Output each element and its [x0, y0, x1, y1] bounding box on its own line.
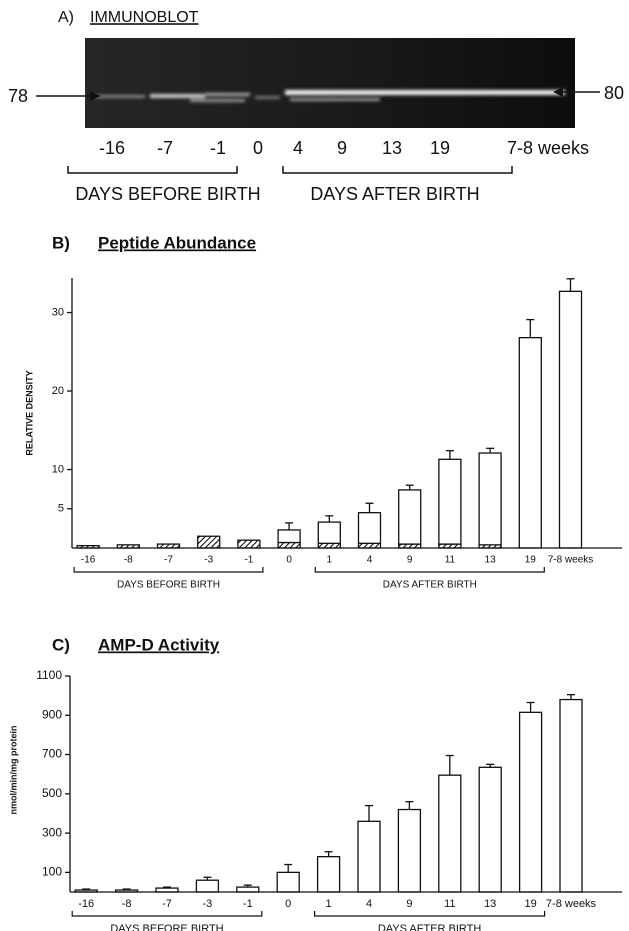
bar: [438, 458, 462, 545]
bar: [357, 820, 381, 893]
panel-letter: B): [52, 233, 70, 252]
bar: [236, 886, 260, 893]
x-tick-label: 7-8 weeks: [548, 555, 594, 566]
x-tick-label: 13: [484, 898, 496, 910]
x-tick-label: 1: [326, 898, 332, 910]
x-tick-label: 4: [366, 898, 372, 910]
right-marker: 80: [604, 83, 624, 103]
lane-label: 4: [293, 138, 303, 158]
chart-title: Peptide Abundance: [98, 233, 256, 252]
x-tick-label: 19: [525, 555, 537, 566]
group-label: DAYS AFTER BIRTH: [378, 923, 482, 931]
arrow-head: [553, 87, 563, 97]
group-bracket: [314, 567, 545, 573]
immunoblot-panel: A) IMMUNOBLOT 78 80: [8, 9, 624, 174]
x-tick-label: 9: [407, 555, 413, 566]
group-bracket: [73, 567, 264, 573]
arrow-head: [90, 91, 100, 101]
bar: [397, 808, 422, 893]
group-bracket: [314, 911, 546, 917]
y-tick-label: 100: [42, 865, 62, 879]
group-label: DAYS AFTER BIRTH: [310, 184, 479, 204]
x-tick-label: 19: [524, 898, 536, 910]
bar: [277, 529, 301, 544]
y-tick-label: 700: [42, 747, 62, 761]
bar: [197, 535, 221, 549]
bar: [357, 512, 382, 544]
y-axis-label: RELATIVE DENSITY: [24, 370, 34, 455]
lane-label: 9: [337, 138, 347, 158]
group-label: DAYS BEFORE BIRTH: [75, 184, 260, 204]
x-tick-label: 0: [286, 555, 292, 566]
x-tick-label: 11: [445, 555, 456, 566]
y-tick-label: 10: [52, 463, 64, 475]
lane-label: -7: [157, 138, 173, 158]
bar: [438, 774, 462, 893]
y-tick-label: 900: [42, 707, 62, 721]
x-tick-label: 13: [485, 555, 497, 566]
bar: [195, 879, 220, 893]
y-tick-label: 300: [42, 825, 62, 839]
y-tick-label: 30: [52, 306, 64, 318]
bar: [518, 337, 542, 549]
panel-letter: C): [52, 635, 70, 654]
bar: [478, 452, 502, 546]
panel-title: IMMUNOBLOT: [90, 9, 199, 26]
bar: [317, 542, 341, 549]
lane-label: -16: [99, 138, 125, 158]
x-tick-label: 4: [367, 555, 373, 566]
left-marker: 78: [8, 86, 28, 106]
blot-bands: [95, 90, 565, 102]
x-tick-label: -3: [204, 555, 213, 566]
bar: [316, 856, 341, 893]
bar: [559, 698, 583, 893]
x-tick-label: 11: [444, 898, 455, 910]
bar: [478, 766, 502, 893]
lane-label: 13: [382, 138, 402, 158]
x-tick-label: -16: [78, 898, 94, 910]
bar: [317, 521, 341, 544]
group-label: DAYS AFTER BIRTH: [383, 580, 477, 591]
group-label: DAYS BEFORE BIRTH: [110, 923, 223, 931]
panel-letter: A): [58, 9, 74, 26]
y-tick-label: 1100: [36, 668, 62, 682]
chart-title: AMP-D Activity: [98, 635, 220, 654]
x-tick-label: -3: [203, 898, 213, 910]
bar: [398, 489, 422, 545]
lane-label: -1: [210, 138, 226, 158]
bar: [276, 871, 300, 893]
x-tick-label: 0: [285, 898, 291, 910]
lane-label: 7-8 weeks: [507, 138, 589, 158]
blot-image: [85, 38, 575, 128]
y-axis-label: nmol/min/mg protein: [8, 726, 18, 815]
y-tick-label: 500: [42, 786, 62, 800]
lane-label: 19: [430, 138, 450, 158]
x-tick-label: -8: [122, 898, 132, 910]
x-tick-label: 7-8 weeks: [546, 898, 597, 910]
x-tick-label: 1: [327, 555, 333, 566]
group-bracket: [71, 911, 263, 917]
x-tick-label: -8: [124, 555, 133, 566]
bar: [518, 711, 543, 893]
group-bracket: [67, 166, 513, 174]
bar: [277, 541, 301, 549]
x-tick-label: 9: [406, 898, 412, 910]
x-tick-label: -7: [164, 555, 173, 566]
group-label: DAYS BEFORE BIRTH: [117, 580, 220, 591]
y-tick-label: 20: [52, 385, 64, 397]
lane-label: 0: [253, 138, 263, 158]
bar: [357, 542, 382, 549]
bar: [237, 539, 261, 549]
bar: [558, 290, 583, 549]
x-tick-label: -16: [81, 555, 96, 566]
x-tick-label: -1: [244, 555, 253, 566]
x-tick-label: -1: [243, 898, 253, 910]
x-tick-label: -7: [162, 898, 172, 910]
y-tick-label: 5: [58, 503, 64, 515]
